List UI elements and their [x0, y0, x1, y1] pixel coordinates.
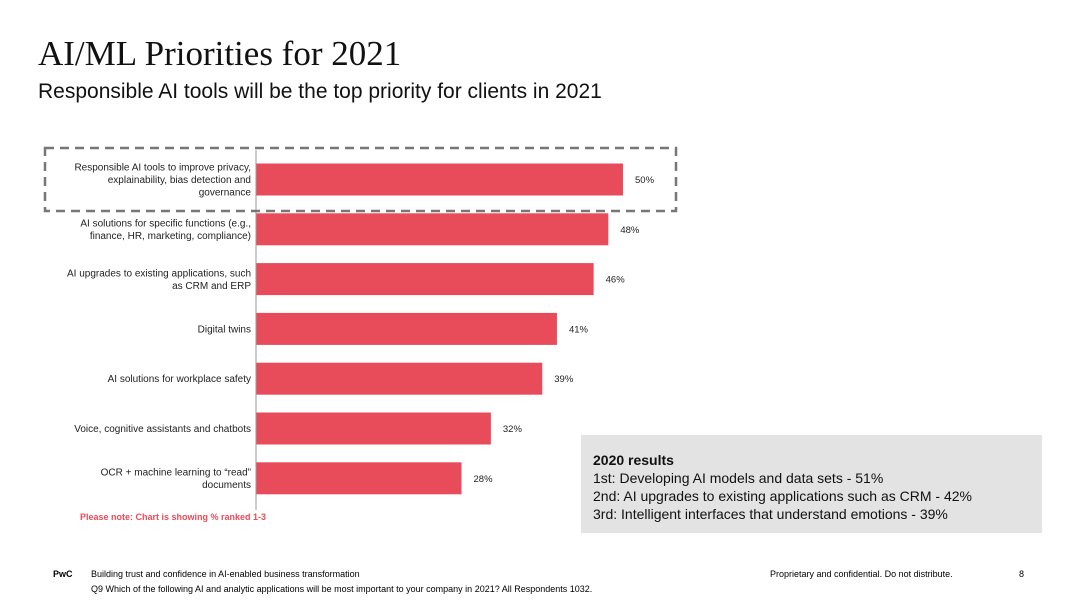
- value-label-2: 46%: [606, 275, 626, 286]
- results-2020-item-1: 1st: Developing AI models and data sets …: [593, 470, 884, 486]
- category-label-3: Digital twins: [198, 324, 251, 335]
- slide-title: AI/ML Priorities for 2021: [38, 34, 402, 73]
- chart-note: Please note: Chart is showing % ranked 1…: [80, 512, 267, 522]
- slide-subtitle: Responsible AI tools will be the top pri…: [38, 80, 602, 103]
- category-label-6-line-1: documents: [202, 480, 251, 491]
- page-number: 8: [1019, 569, 1025, 579]
- category-label-6-line-0: OCR + machine learning to “read”: [101, 468, 251, 479]
- results-2020-box: 2020 results 1st: Developing AI models a…: [581, 435, 1042, 533]
- bar-4: [256, 362, 543, 395]
- category-label-2-line-1: as CRM and ERP: [172, 281, 251, 292]
- bar-2: [256, 263, 594, 296]
- category-label-0-line-2: governance: [199, 187, 252, 198]
- value-label-3: 41%: [569, 324, 589, 335]
- category-label-1-line-0: AI solutions for specific functions (e.g…: [80, 219, 251, 230]
- footer-confidential: Proprietary and confidential. Do not dis…: [770, 569, 953, 579]
- footer-line-1: Building trust and confidence in AI-enab…: [91, 569, 360, 579]
- bar-1: [256, 213, 609, 246]
- category-label-5: Voice, cognitive assistants and chatbots: [74, 424, 251, 435]
- category-label-0-line-0: Responsible AI tools to improve privacy,: [74, 163, 251, 174]
- priorities-bar-chart: Responsible AI tools to improve privacy,…: [43, 146, 678, 510]
- bar-5: [256, 412, 491, 445]
- highlight-box: [43, 146, 678, 213]
- results-2020-item-3: 3rd: Intelligent interfaces that underst…: [593, 506, 948, 522]
- footer-line-2: Q9 Which of the following AI and analyti…: [91, 584, 593, 594]
- results-2020-title: 2020 results: [593, 452, 674, 468]
- category-label-0-line-1: explainability, bias detection and: [108, 175, 251, 186]
- bar-0: [256, 163, 623, 196]
- bar-3: [256, 312, 557, 345]
- category-label-4: AI solutions for workplace safety: [108, 374, 251, 385]
- value-label-5: 32%: [503, 424, 523, 435]
- value-label-6: 28%: [474, 474, 494, 485]
- results-2020-item-2: 2nd: AI upgrades to existing application…: [593, 488, 972, 504]
- bar-6: [256, 462, 462, 495]
- value-label-0: 50%: [635, 175, 655, 186]
- category-label-1-line-1: finance, HR, marketing, compliance): [90, 231, 251, 242]
- category-label-2-line-0: AI upgrades to existing applications, su…: [67, 268, 251, 279]
- footer-brand: PwC: [53, 569, 73, 579]
- value-label-1: 48%: [620, 225, 640, 236]
- value-label-4: 39%: [554, 374, 574, 385]
